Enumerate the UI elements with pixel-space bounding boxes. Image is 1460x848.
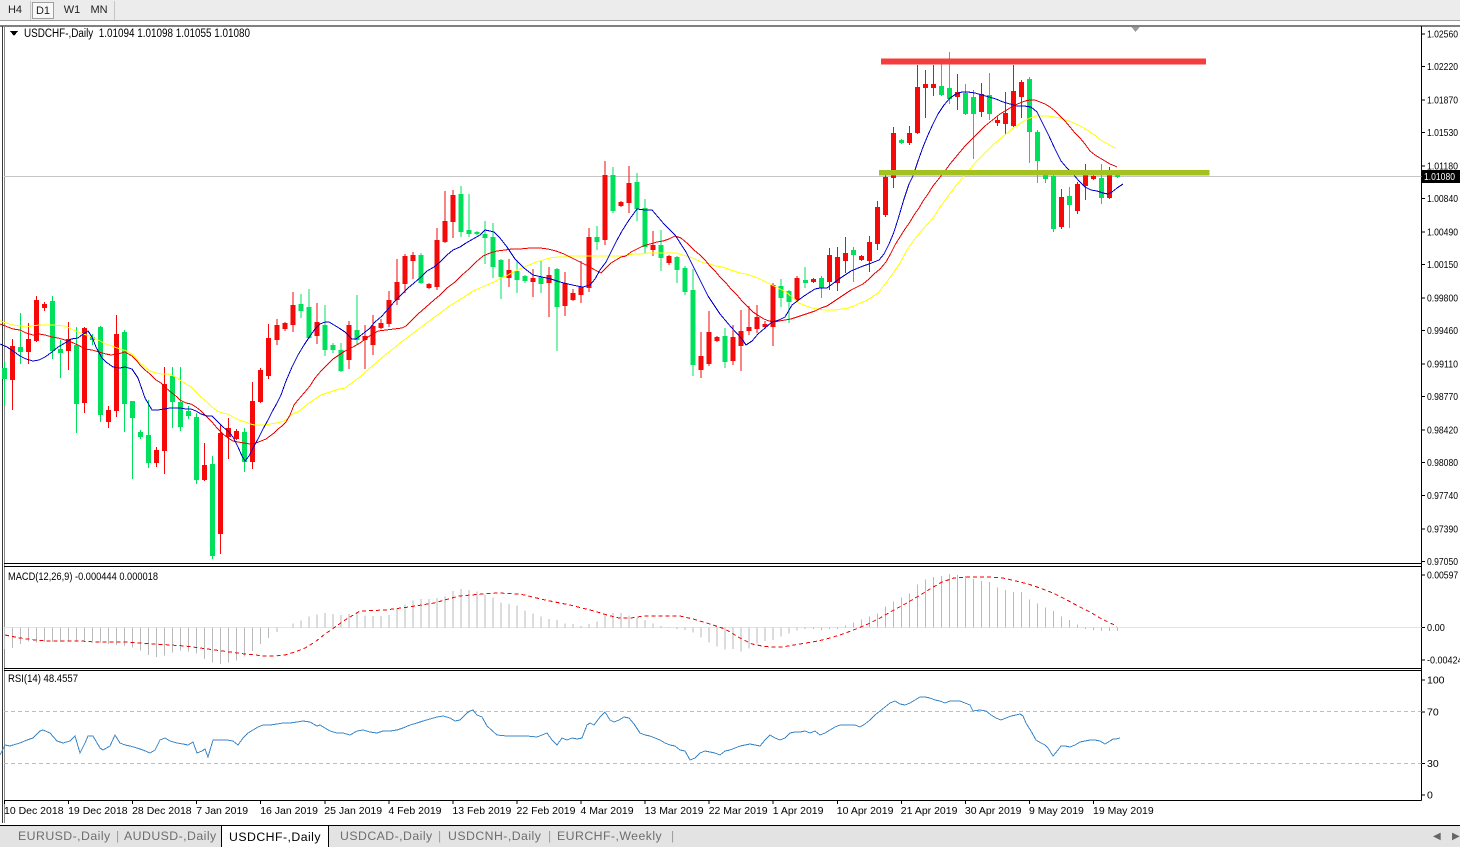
svg-text:1.01870: 1.01870 xyxy=(1427,95,1458,107)
svg-text:4 Feb 2019: 4 Feb 2019 xyxy=(388,805,441,817)
svg-text:1 Apr 2019: 1 Apr 2019 xyxy=(773,805,824,817)
svg-text:0.98770: 0.98770 xyxy=(1427,391,1458,403)
svg-text:0.97390: 0.97390 xyxy=(1427,523,1458,535)
svg-text:13 Mar 2019: 13 Mar 2019 xyxy=(645,805,704,817)
svg-text:0.98420: 0.98420 xyxy=(1427,425,1458,437)
svg-text:1.02220: 1.02220 xyxy=(1427,61,1458,73)
svg-text:30: 30 xyxy=(1427,758,1439,770)
svg-text:9 May 2019: 9 May 2019 xyxy=(1029,805,1084,817)
svg-text:0.97050: 0.97050 xyxy=(1427,556,1458,568)
svg-text:0.98080: 0.98080 xyxy=(1427,457,1458,469)
svg-text:1.00840: 1.00840 xyxy=(1427,193,1458,205)
svg-text:RSI(14) 48.4557: RSI(14) 48.4557 xyxy=(8,673,78,685)
svg-text:0.99800: 0.99800 xyxy=(1427,293,1458,305)
svg-text:22 Feb 2019: 22 Feb 2019 xyxy=(517,805,576,817)
svg-text:0: 0 xyxy=(1427,790,1433,802)
svg-text:13 Feb 2019: 13 Feb 2019 xyxy=(452,805,511,817)
svg-text:28 Dec 2018: 28 Dec 2018 xyxy=(132,805,192,817)
svg-text:0.97740: 0.97740 xyxy=(1427,490,1458,502)
svg-text:7 Jan 2019: 7 Jan 2019 xyxy=(196,805,248,817)
svg-text:10 Apr 2019: 10 Apr 2019 xyxy=(837,805,894,817)
svg-text:1.00490: 1.00490 xyxy=(1427,227,1458,239)
svg-text:70: 70 xyxy=(1427,707,1439,719)
svg-text:100: 100 xyxy=(1427,675,1445,687)
svg-text:4 Mar 2019: 4 Mar 2019 xyxy=(581,805,634,817)
svg-text:30 Apr 2019: 30 Apr 2019 xyxy=(965,805,1022,817)
svg-text:-0.00424: -0.00424 xyxy=(1427,655,1460,667)
svg-text:0.99460: 0.99460 xyxy=(1427,325,1458,337)
svg-text:22 Mar 2019: 22 Mar 2019 xyxy=(709,805,768,817)
svg-text:1.00150: 1.00150 xyxy=(1427,259,1458,271)
svg-text:MACD(12,26,9) -0.000444 0.0000: MACD(12,26,9) -0.000444 0.000018 xyxy=(8,571,158,583)
svg-text:0.99110: 0.99110 xyxy=(1427,359,1458,371)
svg-text:16 Jan 2019: 16 Jan 2019 xyxy=(260,805,318,817)
svg-text:0.00: 0.00 xyxy=(1427,622,1445,634)
svg-text:1.02560: 1.02560 xyxy=(1427,29,1458,41)
svg-text:25 Jan 2019: 25 Jan 2019 xyxy=(324,805,382,817)
svg-text:0.00597: 0.00597 xyxy=(1427,570,1458,582)
svg-text:19 Dec 2018: 19 Dec 2018 xyxy=(68,805,128,817)
svg-text:21 Apr 2019: 21 Apr 2019 xyxy=(901,805,958,817)
svg-text:10 Dec 2018: 10 Dec 2018 xyxy=(4,805,64,817)
svg-text:19 May 2019: 19 May 2019 xyxy=(1093,805,1154,817)
svg-text:USDCHF-,Daily 1.01094 1.01098: USDCHF-,Daily 1.01094 1.01098 1.01055 1.… xyxy=(24,28,250,40)
svg-text:1.01080: 1.01080 xyxy=(1424,171,1455,183)
svg-text:1.01530: 1.01530 xyxy=(1427,127,1458,139)
